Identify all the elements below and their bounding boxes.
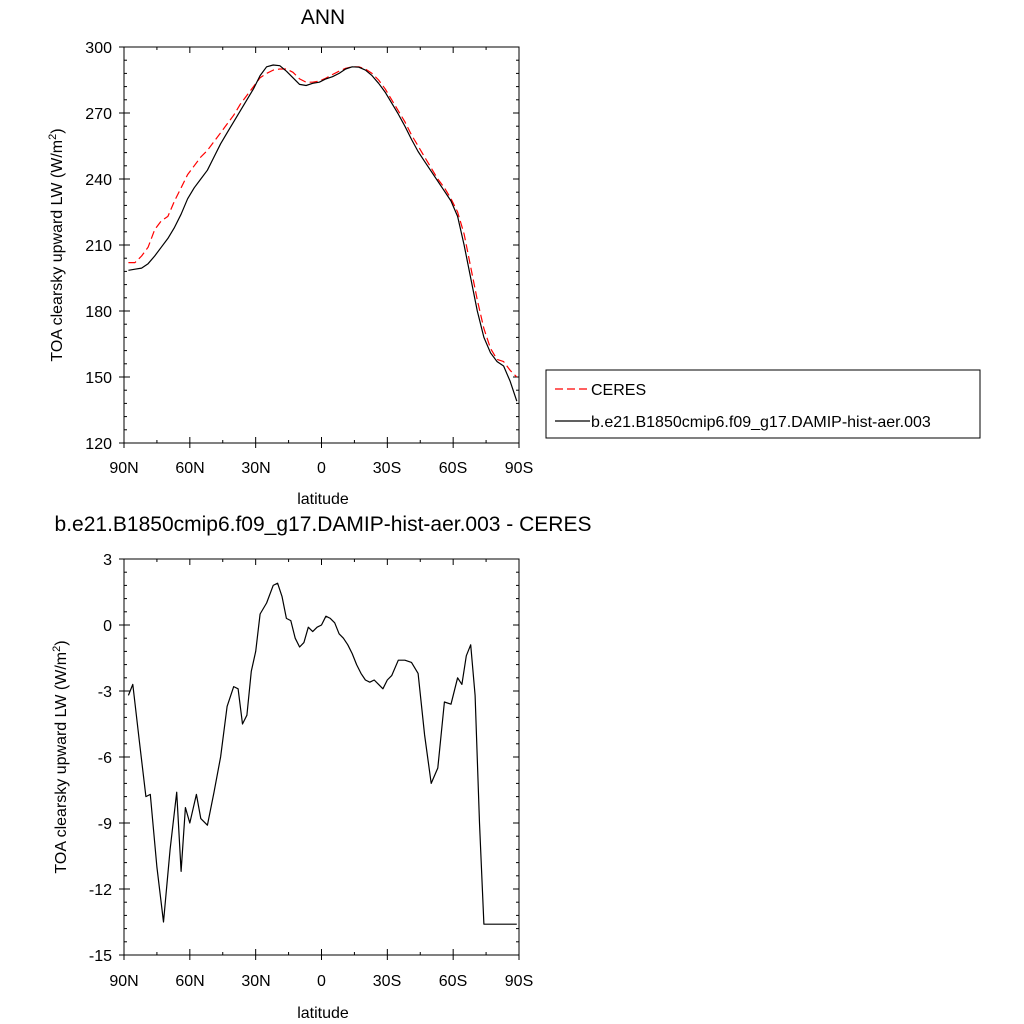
bottom-x-tick-label: 60N [175, 973, 204, 990]
bottom-plot-frame [123, 558, 520, 956]
top-plot-frame [123, 46, 520, 444]
top-y-tick-label: 180 [85, 304, 112, 321]
top-y-tick-label: 240 [85, 172, 112, 189]
bottom-series-line-difference [127, 582, 517, 925]
bottom-y-tick-label: -12 [89, 882, 112, 899]
legend-label-model: b.e21.B1850cmip6.f09_g17.DAMIP-hist-aer.… [591, 414, 931, 431]
top-y-tick-label: 210 [85, 238, 112, 255]
top-y-tick-label: 270 [85, 106, 112, 123]
top-series-line-b [128, 64, 518, 402]
bottom-y-tick-label: -3 [98, 684, 112, 701]
bottom-x-tick-label: 90S [505, 973, 533, 990]
bottom-x-tick-label: 60S [439, 973, 467, 990]
bottom-x-axis-label: latitude [297, 1005, 349, 1022]
top-y-tick-label: 150 [85, 370, 112, 387]
top-x-axis-label: latitude [297, 491, 349, 508]
bottom-y-tick-label: -15 [89, 948, 112, 965]
top-y-tick-label: 120 [85, 436, 112, 453]
legend-box [545, 369, 981, 439]
bottom-y-tick-label: -6 [98, 750, 112, 767]
bottom-chart: b.e21.B1850cmip6.f09_g17.DAMIP-hist-aer.… [51, 513, 591, 1022]
top-x-tick-label: 90S [505, 460, 533, 477]
top-series-line-ceres [128, 66, 518, 378]
bottom-y-axis-label: TOA clearsky upward LW (W/m2) [51, 640, 70, 873]
bottom-x-tick-label: 30S [373, 973, 401, 990]
legend: CERES b.e21.B1850cmip6.f09_g17.DAMIP-his… [545, 369, 981, 439]
bottom-x-tick-label: 90N [109, 973, 138, 990]
bottom-chart-title: b.e21.B1850cmip6.f09_g17.DAMIP-hist-aer.… [55, 513, 592, 536]
bottom-y-tick-label: 3 [103, 552, 112, 569]
legend-label-ceres: CERES [591, 382, 646, 399]
top-x-tick-label: 60S [439, 460, 467, 477]
top-y-axis-label: TOA clearsky upward LW (W/m2) [47, 128, 66, 361]
top-x-tick-label: 60N [175, 460, 204, 477]
bottom-y-tick-label: 0 [103, 618, 112, 635]
top-x-tick-label: 0 [317, 460, 326, 477]
top-x-tick-label: 30S [373, 460, 401, 477]
top-chart: ANN 90N 60N 30N 0 30S 60S 90S 120 150 18… [47, 6, 981, 508]
top-y-tick-label: 300 [85, 40, 112, 57]
top-x-tick-label: 90N [109, 460, 138, 477]
bottom-x-tick-label: 30N [241, 973, 270, 990]
bottom-x-tick-label: 0 [317, 973, 326, 990]
bottom-series-lines [127, 582, 517, 925]
bottom-y-tick-label: -9 [98, 816, 112, 833]
top-chart-title: ANN [301, 6, 345, 29]
top-series-lines [128, 64, 518, 402]
top-x-tick-label: 30N [241, 460, 270, 477]
top-ticks [119, 46, 520, 448]
bottom-ticks [119, 558, 520, 960]
